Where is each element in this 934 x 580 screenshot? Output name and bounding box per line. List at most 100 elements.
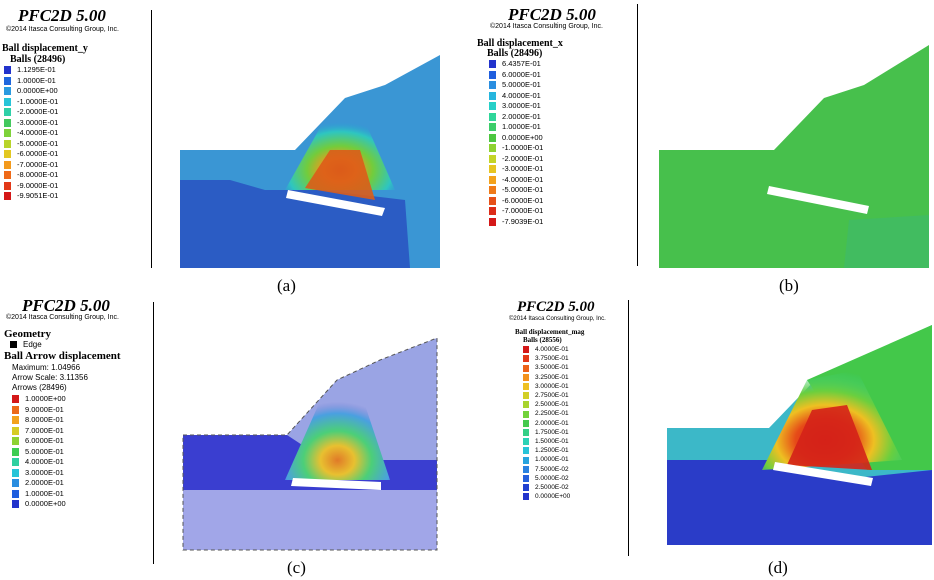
legend-entry-label: 4.0000E-01 bbox=[502, 90, 541, 100]
legend-divider bbox=[153, 302, 154, 564]
legend-divider bbox=[637, 4, 638, 266]
legend-entry-label: -8.0000E-01 bbox=[17, 170, 59, 179]
legend-entry-label: 1.0000E+00 bbox=[25, 394, 66, 403]
legend-entry: 7.0000E-01 bbox=[12, 426, 66, 437]
color-swatch bbox=[523, 373, 529, 381]
edge-swatch bbox=[10, 341, 17, 348]
legend-entry-label: 8.0000E-01 bbox=[25, 415, 64, 424]
color-swatch bbox=[4, 108, 11, 117]
maximum-value: Maximum: 1.04966 bbox=[12, 363, 81, 372]
legend-entry: 3.2500E-01 bbox=[523, 373, 570, 382]
legend-entry-label: 1.2500E-01 bbox=[535, 447, 569, 455]
legend-entry-label: 1.0000E-01 bbox=[17, 75, 56, 85]
legend-entry: -4.0000E-01 bbox=[489, 175, 543, 186]
legend-entry-label: 1.1295E-01 bbox=[17, 65, 56, 74]
legend-variable-name: Ball Arrow displacement bbox=[4, 350, 121, 362]
legend-entry-label: 6.0000E-01 bbox=[25, 436, 64, 445]
legend-entry: -1.0000E-01 bbox=[489, 143, 543, 154]
legend-entry: -3.0000E-01 bbox=[489, 164, 543, 175]
color-swatch bbox=[523, 364, 529, 372]
legend-entry-label: 3.7500E-01 bbox=[535, 355, 569, 363]
legend-entry: 1.1295E-01 bbox=[4, 65, 58, 76]
legend-entry-label: -3.0000E-01 bbox=[17, 117, 59, 127]
color-swatch bbox=[523, 456, 529, 464]
color-swatch bbox=[523, 493, 529, 501]
color-swatch bbox=[489, 165, 496, 174]
legend-entry: -8.0000E-01 bbox=[4, 170, 58, 181]
panel-c: PFC2D 5.00 ©2014 Itasca Consulting Group… bbox=[0, 290, 467, 580]
legend-entry: 4.0000E-01 bbox=[12, 457, 66, 468]
legend-entry-label: -7.9039E-01 bbox=[502, 216, 544, 226]
legend-entries: 1.0000E+00 9.0000E-01 8.0000E-01 7.0000E-01… bbox=[12, 394, 66, 510]
legend-entry-label: -1.0000E-01 bbox=[17, 96, 59, 106]
legend-entry: 3.5000E-01 bbox=[523, 363, 570, 372]
legend-entry: 2.2500E-01 bbox=[523, 409, 570, 418]
color-swatch bbox=[12, 405, 19, 414]
color-swatch bbox=[489, 112, 496, 121]
legend-count-label: Balls (28556) bbox=[523, 336, 562, 344]
legend-entry-label: 2.2500E-01 bbox=[535, 410, 569, 418]
legend-entry-label: -1.0000E-01 bbox=[502, 143, 544, 152]
legend-entry-label: 0.0000E+00 bbox=[17, 86, 58, 95]
legend-entry-label: 2.7500E-01 bbox=[535, 392, 569, 400]
color-swatch bbox=[4, 129, 11, 138]
legend-entry: 2.0000E-01 bbox=[489, 112, 543, 123]
legend-entry: 8.0000E-01 bbox=[12, 415, 66, 426]
legend-count-label: Arrows (28496) bbox=[12, 383, 67, 392]
color-swatch bbox=[489, 81, 496, 90]
legend-entry-label: -7.0000E-01 bbox=[502, 206, 544, 215]
color-swatch bbox=[523, 419, 529, 427]
legend-entry: 6.4357E-01 bbox=[489, 59, 543, 70]
copyright-text: ©2014 Itasca Consulting Group, Inc. bbox=[6, 26, 119, 33]
color-swatch bbox=[489, 175, 496, 184]
legend-entry: -6.0000E-01 bbox=[489, 196, 543, 207]
legend-entry-label: 2.5000E-01 bbox=[535, 401, 569, 409]
legend-entry-label: 3.2500E-01 bbox=[535, 373, 569, 381]
legend-entry: 2.0000E-01 bbox=[12, 478, 66, 489]
legend-entry-label: -9.0000E-01 bbox=[17, 180, 59, 190]
color-swatch bbox=[489, 207, 496, 216]
color-swatch bbox=[4, 97, 11, 106]
displacement-plot bbox=[667, 325, 932, 545]
legend-variable-name: Ball displacement_y bbox=[2, 43, 88, 54]
legend-entry-label: 4.0000E-01 bbox=[535, 346, 569, 353]
legend-entry: 5.0000E-02 bbox=[523, 474, 570, 483]
legend-entry-label: 1.0000E-01 bbox=[25, 488, 64, 498]
color-swatch bbox=[489, 102, 496, 111]
legend-count-label: Balls (28496) bbox=[487, 48, 543, 59]
legend-entry-label: 9.0000E-01 bbox=[25, 404, 64, 414]
color-swatch bbox=[4, 171, 11, 180]
legend-variable-name: Ball displacement_mag bbox=[515, 328, 585, 336]
displacement-plot bbox=[180, 55, 440, 268]
legend-entry: 1.5000E-01 bbox=[523, 437, 570, 446]
legend-entry-label: 1.0000E-01 bbox=[535, 456, 569, 464]
software-title: PFC2D 5.00 bbox=[22, 296, 110, 315]
panel-caption: (b) bbox=[779, 276, 799, 295]
panel-caption: (c) bbox=[287, 558, 306, 577]
color-swatch bbox=[523, 474, 529, 482]
color-swatch bbox=[523, 392, 529, 400]
legend-entry-label: 7.0000E-01 bbox=[25, 425, 64, 435]
color-swatch bbox=[489, 154, 496, 163]
color-swatch bbox=[12, 395, 19, 404]
legend-entry: -5.0000E-01 bbox=[4, 139, 58, 150]
legend-entry-label: -5.0000E-01 bbox=[502, 185, 544, 194]
legend-entry: 0.0000E+00 bbox=[489, 133, 543, 144]
legend-entry-label: 1.0000E-01 bbox=[502, 122, 541, 131]
legend-entries: 4.0000E-01 3.7500E-01 3.5000E-01 3.2500E-01… bbox=[523, 345, 570, 501]
legend-entry: 9.0000E-01 bbox=[12, 405, 66, 416]
panel-caption: (a) bbox=[277, 276, 296, 295]
copyright-text: ©2014 Itasca Consulting Group, Inc. bbox=[509, 316, 606, 322]
panel-a: PFC2D 5.00 ©2014 Itasca Consulting Group… bbox=[0, 0, 467, 295]
legend-entry: -6.0000E-01 bbox=[4, 149, 58, 160]
color-swatch bbox=[489, 144, 496, 153]
legend-entry: 3.0000E-01 bbox=[523, 382, 570, 391]
legend-entries: 6.4357E-01 6.0000E-01 5.0000E-01 4.0000E-01… bbox=[489, 59, 543, 227]
legend-entry: 0.0000E+00 bbox=[523, 492, 570, 501]
legend-entry: -4.0000E-01 bbox=[4, 128, 58, 139]
legend-count-label: Balls (28496) bbox=[10, 54, 66, 65]
legend-entry-label: 5.0000E-02 bbox=[535, 474, 569, 482]
color-swatch bbox=[12, 500, 19, 509]
legend-entry: 6.0000E-01 bbox=[12, 436, 66, 447]
color-swatch bbox=[12, 437, 19, 446]
